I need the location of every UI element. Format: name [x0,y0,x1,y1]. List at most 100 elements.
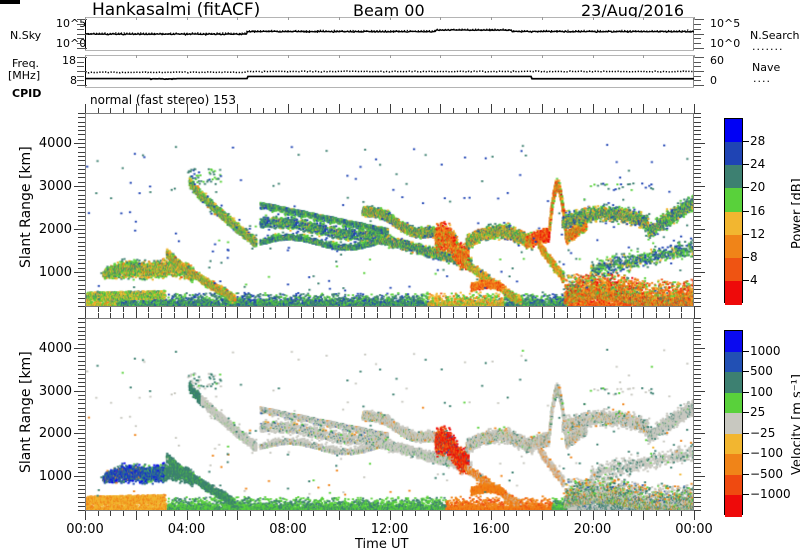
x-minor-tick-bottom [351,511,352,516]
x-minor-tick-bottom [161,307,162,312]
y-minor-tick-right [694,463,701,464]
y-minor-tick [78,429,85,430]
mini-x-tick [237,55,238,58]
velocity-colorbar[interactable] [724,330,743,517]
x-minor-tick-top [453,313,454,318]
y-minor-tick [78,165,85,166]
y-minor-tick-right [694,459,701,460]
y-minor-tick [78,455,85,456]
colorbar-tick-label: −500 [750,466,783,481]
y-tick-label: 2000 [38,426,72,442]
power-colorbar[interactable] [724,118,743,305]
colorbar-tick-label: 25 [750,405,766,420]
cpid-value: normal (fast stereo) 153 [90,93,237,107]
mini-x-tick [694,17,695,20]
colorbar-tick-label: −25 [750,425,776,440]
y-minor-tick-right [694,506,701,507]
y-minor-tick-right [694,386,701,387]
colorbar-segment [725,331,742,353]
y-minor-tick [78,374,85,375]
x-major-tick-bottom [694,511,695,520]
x-minor-tick-bottom [174,511,175,516]
x-minor-tick-top [225,108,226,113]
x-minor-tick-top [225,313,226,318]
y-minor-tick-right [694,510,701,511]
x-minor-tick-top [199,108,200,113]
mini-x-tick [542,55,543,58]
power-rti-panel[interactable] [85,113,694,307]
x-minor-tick-bottom [250,511,251,516]
colorbar-segment [725,257,742,282]
y-minor-tick-right [694,122,701,123]
y-minor-tick-right [694,356,701,357]
y-minor-tick [78,173,85,174]
y-minor-tick-right [694,134,701,135]
y-minor-tick-right [694,117,701,118]
y-minor-tick-right [694,412,701,413]
y-minor-tick [78,408,85,409]
colorbar-tick [743,412,749,413]
mini-x-tick [390,17,391,20]
y-major-tick [74,229,85,230]
x-major-tick-top [542,104,543,113]
x-minor-tick-bottom [656,511,657,516]
x-minor-tick-top [567,108,568,113]
x-minor-tick-top [554,108,555,113]
mini-x-tick [187,55,188,58]
y-minor-tick [78,233,85,234]
x-major-tick-top [187,309,188,318]
y-minor-tick-right [694,339,701,340]
x-minor-tick-top [250,313,251,318]
y-minor-tick [78,318,85,319]
x-tick-label: 04:00 [167,522,206,537]
x-major-tick-top [136,104,137,113]
y-minor-tick-right [694,250,701,251]
y-minor-tick-right [694,293,701,294]
y-minor-tick [78,259,85,260]
colorbar-segment [725,495,742,517]
y-minor-tick [78,246,85,247]
mini-x-tick [491,55,492,58]
x-tick-label: 12:00 [370,522,409,537]
x-minor-tick-bottom [225,511,226,516]
y-minor-tick [78,306,85,307]
mini-x-tick [288,17,289,20]
mini-axis-tick-right [694,24,701,25]
y-minor-tick-right [694,139,701,140]
y-minor-tick-right [694,352,701,353]
y-minor-tick [78,160,85,161]
y-minor-tick-right [694,442,701,443]
freq-right-top-tick-label: 60 [710,54,724,67]
colorbar-tick-label: −100 [750,446,783,461]
y-major-tick-right [694,476,705,477]
x-major-tick-bottom [440,511,441,520]
x-minor-tick-bottom [504,307,505,312]
colorbar-segment [725,280,742,305]
x-minor-tick-top [631,108,632,113]
y-minor-tick-right [694,242,701,243]
x-tick-label: 20:00 [573,522,612,537]
x-minor-tick-top [212,313,213,318]
velocity-rti-panel[interactable] [85,318,694,511]
y-major-tick-right [694,272,705,273]
x-minor-tick-bottom [377,307,378,312]
sky-noise-panel [85,17,694,51]
x-minor-tick-bottom [618,511,619,516]
freq-units-label: [MHz] [8,69,41,82]
y-minor-tick [78,339,85,340]
x-minor-tick-top [516,108,517,113]
x-major-tick-bottom [187,511,188,520]
x-minor-tick-bottom [263,511,264,516]
x-minor-tick-bottom [415,307,416,312]
x-minor-tick-top [148,108,149,113]
y-minor-tick [78,216,85,217]
mini-x-tick [136,55,137,58]
y-minor-tick-right [694,446,701,447]
x-minor-tick-top [364,313,365,318]
x-major-tick-bottom [643,511,644,520]
x-minor-tick-top [275,108,276,113]
x-minor-tick-bottom [199,307,200,312]
y-minor-tick-right [694,160,701,161]
x-minor-tick-bottom [161,511,162,516]
y-minor-tick [78,399,85,400]
